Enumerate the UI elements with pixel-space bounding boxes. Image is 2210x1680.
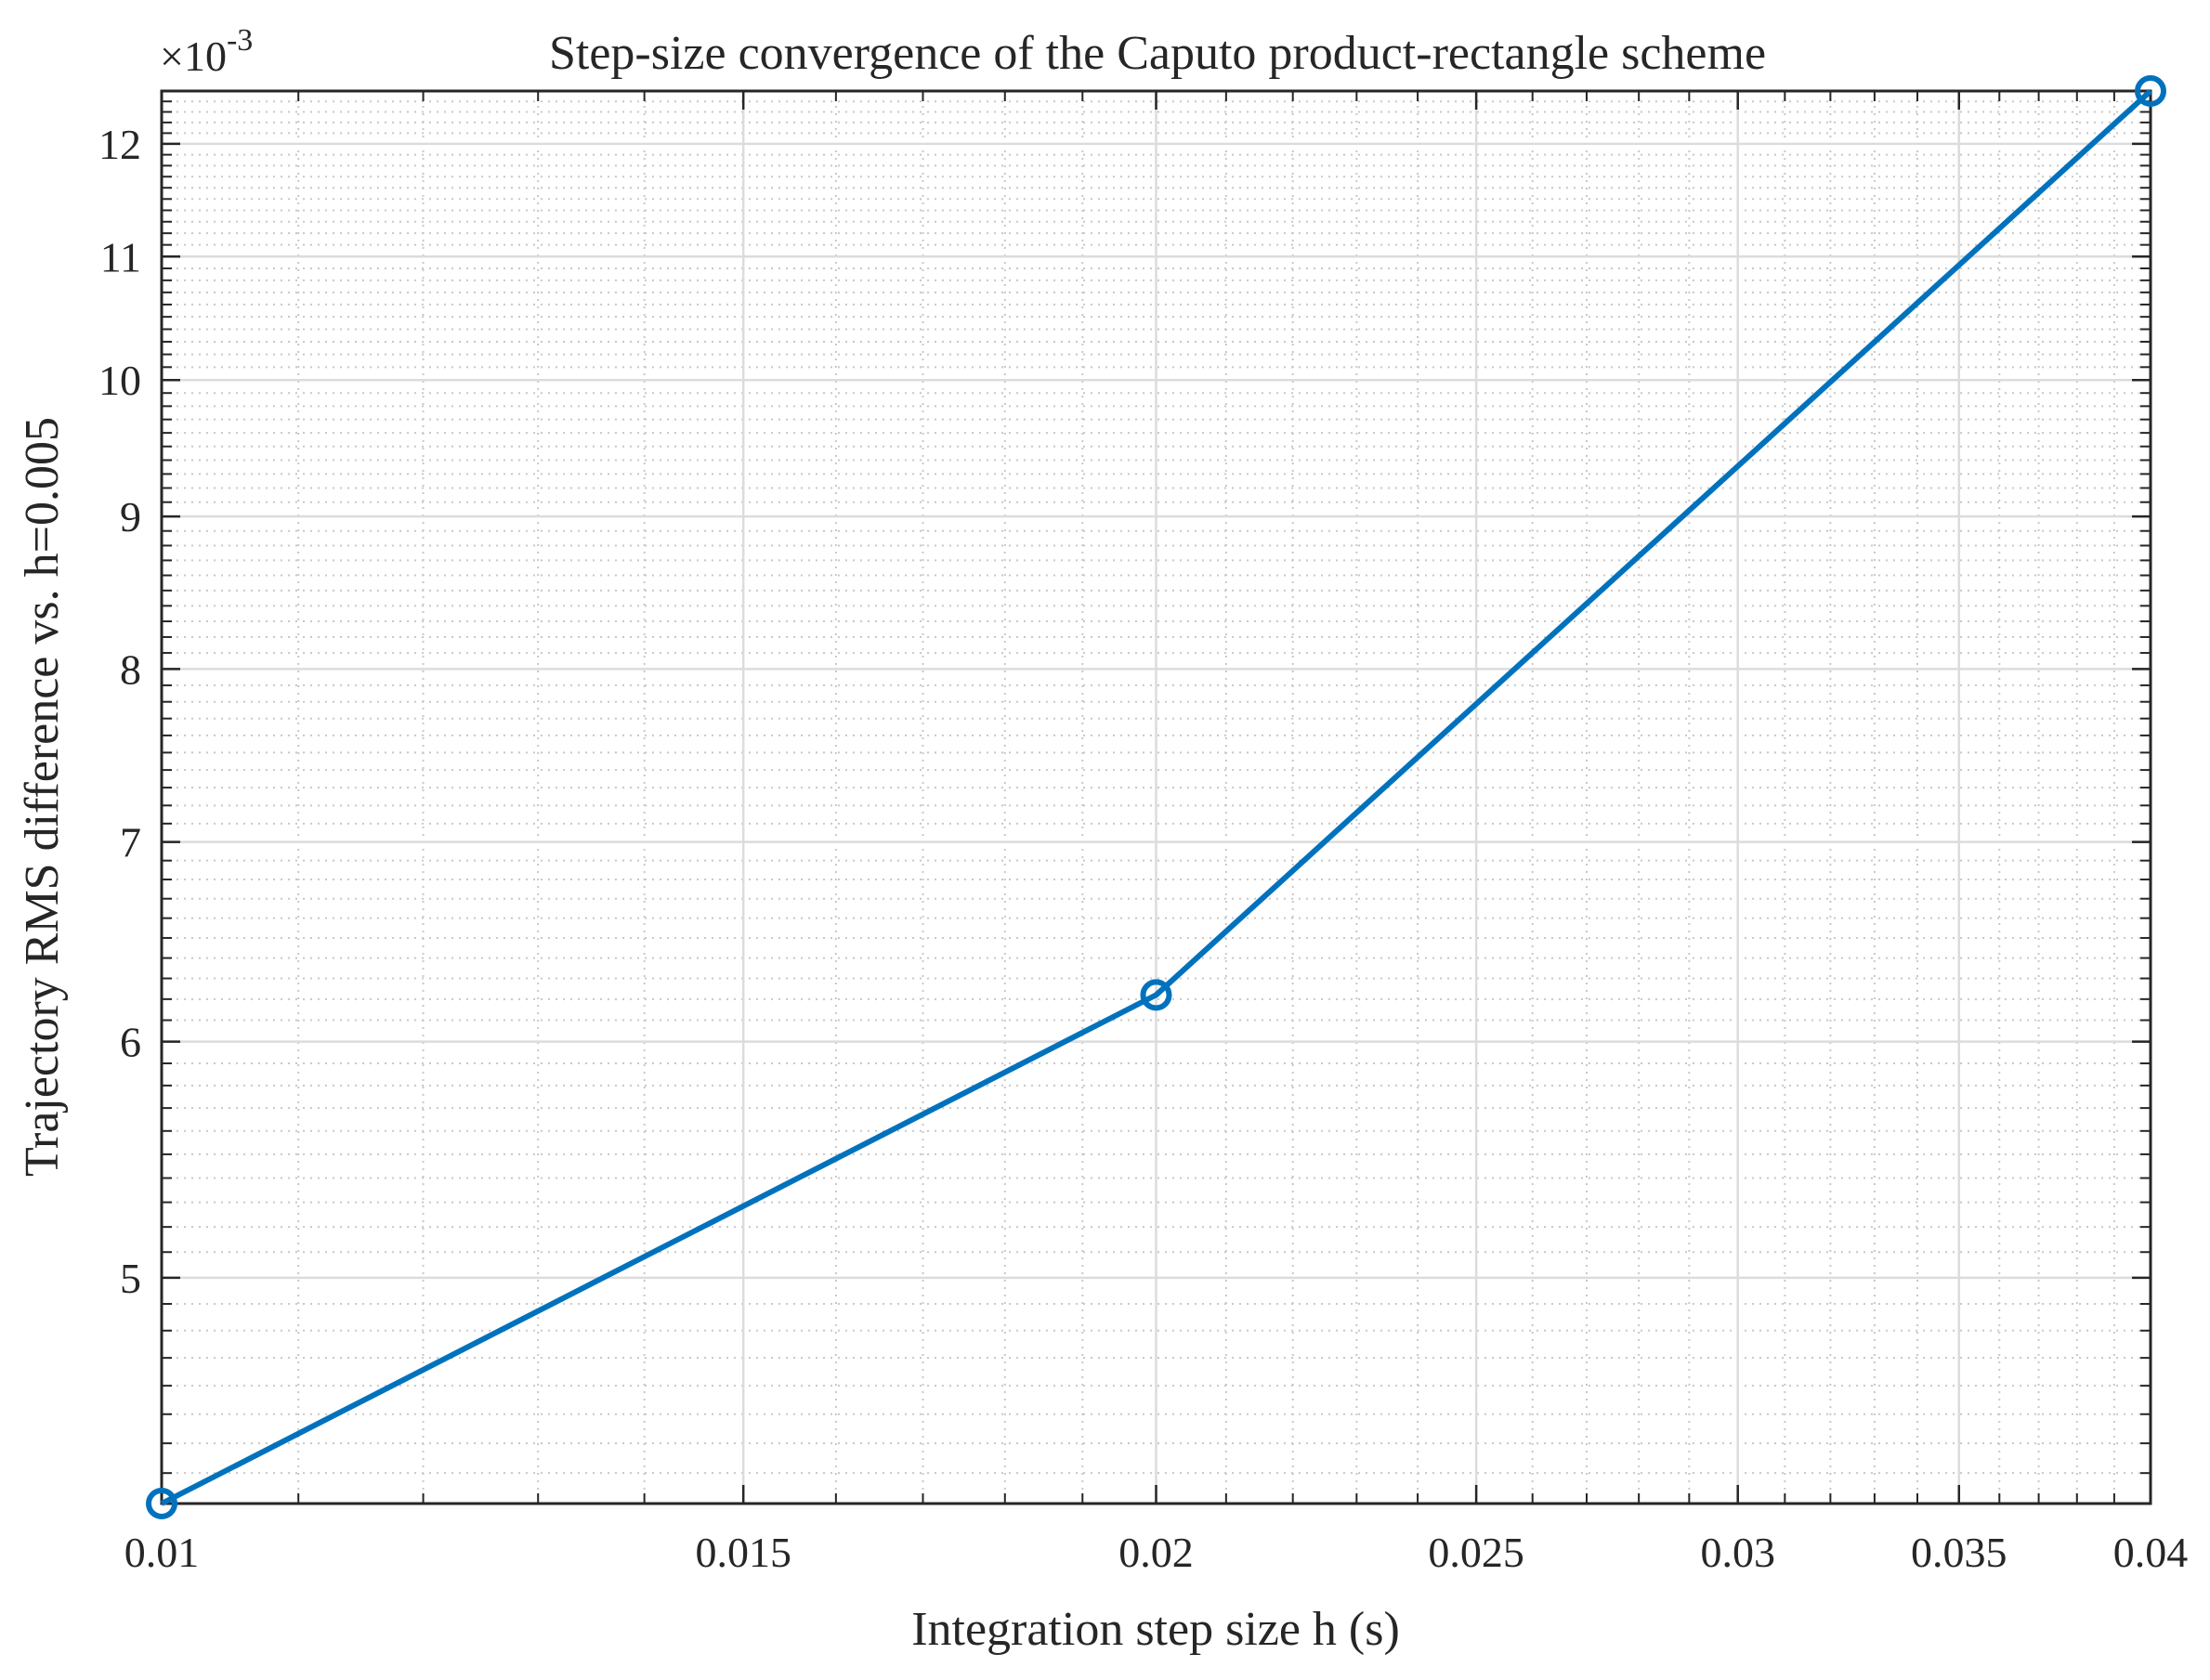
x-tick-label: 0.02 [1118,1529,1194,1576]
data-point-marker [146,1488,177,1519]
x-tick-label: 0.035 [1911,1529,2007,1576]
x-tick-label: 0.04 [2113,1529,2189,1576]
x-tick-label: 0.01 [124,1529,200,1576]
data-point-marker [1140,979,1172,1011]
x-axis-label: Integration step size h (s) [911,1603,1400,1656]
data-point-marker [2135,75,2166,107]
y-tick-label: 12 [98,121,141,168]
y-exponent-power: -3 [227,23,253,58]
y-tick-label: 10 [98,357,141,404]
x-tick-label: 0.03 [1700,1529,1775,1576]
y-tick-label: 6 [120,1019,141,1066]
y-tick-label: 11 [100,233,141,280]
y-tick-label: 8 [120,645,141,693]
x-tick-label: 0.015 [695,1529,791,1576]
y-exponent-label: ×10-3 [160,23,253,80]
plot-area-border [160,89,2152,1505]
series-line [160,88,2153,1506]
y-tick-label: 9 [120,493,141,540]
major-grid [160,91,2152,1504]
y-tick-labels: 5 6 7 8 9 10 11 12 [98,121,141,1302]
series-group [146,75,2166,1519]
y-exponent-base: ×10 [160,33,227,80]
minor-grid [162,91,2151,1504]
y-tick-label: 7 [120,819,141,866]
y-axis-label: Trajectory RMS difference vs. h=0.005 [16,417,69,1177]
axis-ticks [160,91,2152,1504]
chart-title: Step-size convergence of the Caputo prod… [549,27,1766,80]
y-tick-label: 5 [120,1255,141,1302]
x-tick-labels: 0.01 0.015 0.02 0.025 0.03 0.035 0.04 [124,1529,2189,1576]
x-tick-label: 0.025 [1428,1529,1524,1576]
